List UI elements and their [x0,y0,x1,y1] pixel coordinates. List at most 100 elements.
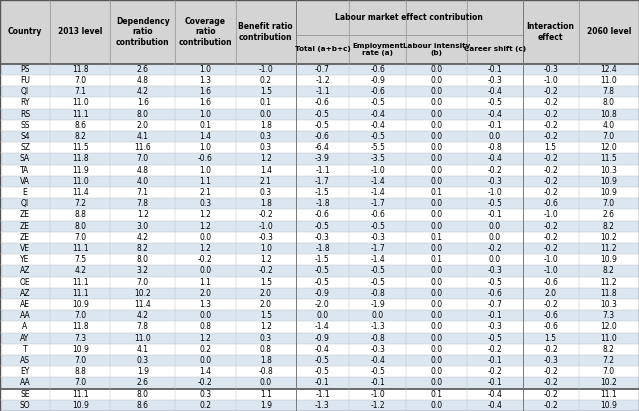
Bar [349,86,406,97]
Bar [111,0,175,64]
Bar [579,97,639,109]
Bar [50,299,111,310]
Text: 4.8: 4.8 [137,166,149,175]
Bar [579,310,639,321]
Bar [50,366,111,377]
Bar [0,254,50,266]
Bar [349,75,406,86]
Text: -0.2: -0.2 [543,155,558,164]
Text: -1.3: -1.3 [370,323,385,332]
Bar [406,377,466,388]
Text: 0.0: 0.0 [431,76,443,85]
Bar [236,321,296,332]
Text: -1.2: -1.2 [371,401,385,410]
Bar [0,299,50,310]
Bar [236,86,296,97]
Text: 0.2: 0.2 [260,76,272,85]
Text: 0.3: 0.3 [199,390,212,399]
Bar [296,64,349,75]
Text: 11.0: 11.0 [601,76,617,85]
Text: 2013 level: 2013 level [58,28,102,36]
Bar [111,377,175,388]
Bar [466,321,523,332]
Bar [111,266,175,277]
Text: 7.3: 7.3 [603,311,615,320]
Text: 4.2: 4.2 [137,87,149,96]
Bar [579,164,639,176]
Bar [296,86,349,97]
Text: -1.4: -1.4 [370,188,385,197]
Bar [296,109,349,120]
Bar [50,109,111,120]
Text: -0.4: -0.4 [488,401,502,410]
Text: 2.6: 2.6 [137,65,149,74]
Text: -1.4: -1.4 [315,323,330,332]
Text: QI: QI [21,199,29,208]
Text: RY: RY [20,98,30,107]
Bar [0,277,50,288]
Text: -1.1: -1.1 [315,166,330,175]
Bar [0,366,50,377]
Bar [349,64,406,75]
Bar [50,142,111,153]
Text: 0.3: 0.3 [199,199,212,208]
Bar [236,400,296,411]
Text: -3.5: -3.5 [370,155,385,164]
Bar [111,97,175,109]
Text: 1.9: 1.9 [260,401,272,410]
Bar [50,344,111,355]
Bar [579,232,639,243]
Bar [523,0,579,64]
Text: 1.5: 1.5 [260,87,272,96]
Text: AA: AA [20,311,31,320]
Text: OE: OE [20,278,30,286]
Text: 0.0: 0.0 [431,311,443,320]
Text: 1.3: 1.3 [199,300,212,309]
Bar [466,86,523,97]
Bar [406,221,466,232]
Text: -0.4: -0.4 [370,356,385,365]
Bar [50,86,111,97]
Bar [466,0,523,64]
Bar [175,97,236,109]
Text: -5.5: -5.5 [370,143,385,152]
Text: -0.5: -0.5 [488,278,502,286]
Bar [296,277,349,288]
Bar [406,131,466,142]
Bar [296,310,349,321]
Text: ZE: ZE [20,233,30,242]
Bar [296,366,349,377]
Text: 1.2: 1.2 [137,210,149,219]
Bar [111,355,175,366]
Bar [50,153,111,164]
Bar [579,187,639,198]
Bar [236,388,296,400]
Bar [296,0,349,64]
Text: 1.2: 1.2 [199,222,212,231]
Bar [0,288,50,299]
Text: 0.0: 0.0 [489,233,501,242]
Text: -0.2: -0.2 [543,367,558,376]
Text: RS: RS [20,110,30,119]
Bar [466,75,523,86]
Text: 10.9: 10.9 [72,401,89,410]
Text: 2.0: 2.0 [137,121,149,130]
Text: 7.0: 7.0 [137,278,149,286]
Text: 1.2: 1.2 [260,323,272,332]
Bar [0,0,50,64]
Text: 2.0: 2.0 [544,289,557,298]
Bar [175,0,236,64]
Text: -0.2: -0.2 [198,379,213,388]
Bar [50,0,111,64]
Text: 12.4: 12.4 [601,65,617,74]
Text: Dependency
ratio
contribution: Dependency ratio contribution [116,17,170,47]
Bar [50,288,111,299]
Text: -0.5: -0.5 [315,110,330,119]
Text: 10.3: 10.3 [601,300,617,309]
Text: 8.0: 8.0 [137,390,149,399]
Text: 10.9: 10.9 [601,177,617,186]
Text: 10.9: 10.9 [601,401,617,410]
Text: -1.8: -1.8 [315,244,330,253]
Text: -0.2: -0.2 [543,244,558,253]
Bar [466,153,523,164]
